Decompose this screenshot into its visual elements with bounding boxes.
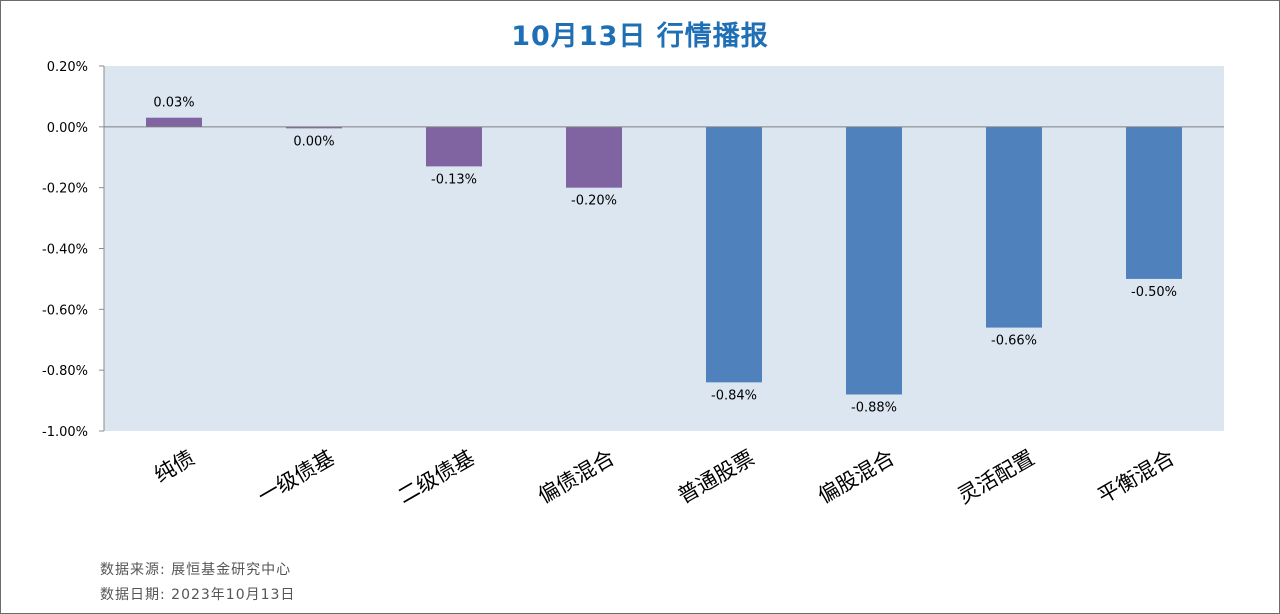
x-tick-label: 普通股票	[674, 446, 759, 509]
data-label: -0.84%	[711, 388, 757, 403]
data-label: -0.13%	[431, 172, 477, 187]
y-tick-label: -0.80%	[42, 364, 88, 379]
data-label: -0.66%	[991, 334, 1037, 349]
x-tick-label: 一级债基	[254, 446, 339, 509]
y-tick-label: -0.20%	[42, 182, 88, 197]
bar	[986, 126, 1042, 328]
x-tick-label: 偏股混合	[814, 446, 899, 509]
data-label: -0.50%	[1131, 285, 1177, 300]
data-date-note: 数据日期: 2023年10月13日	[100, 587, 296, 603]
x-tick-label: 偏债混合	[534, 446, 619, 509]
bar	[846, 126, 902, 395]
bar	[426, 126, 482, 167]
x-tick-label: 平衡混合	[1094, 446, 1179, 509]
data-source-note: 数据来源: 展恒基金研究中心	[100, 562, 292, 578]
bar	[146, 117, 202, 127]
bar	[286, 126, 342, 129]
bar	[1126, 126, 1182, 279]
data-label: -0.20%	[571, 194, 617, 209]
data-label: -0.88%	[851, 401, 897, 416]
y-tick-label: 0.20%	[47, 60, 88, 75]
y-tick-label: -0.60%	[42, 303, 88, 318]
plot-area	[104, 66, 1224, 431]
bar	[706, 126, 762, 383]
y-tick-label: -0.40%	[42, 243, 88, 258]
data-label: 0.00%	[293, 134, 334, 149]
data-label: 0.03%	[153, 96, 194, 111]
y-tick-label: 0.00%	[47, 121, 88, 136]
x-tick-label: 灵活配置	[954, 446, 1039, 509]
bar	[566, 126, 622, 188]
chart-title: 10月13日 行情播报	[511, 21, 769, 52]
y-tick-label: -1.00%	[42, 425, 88, 440]
x-tick-label: 二级债基	[394, 446, 479, 509]
x-tick-label: 纯债	[150, 446, 198, 488]
